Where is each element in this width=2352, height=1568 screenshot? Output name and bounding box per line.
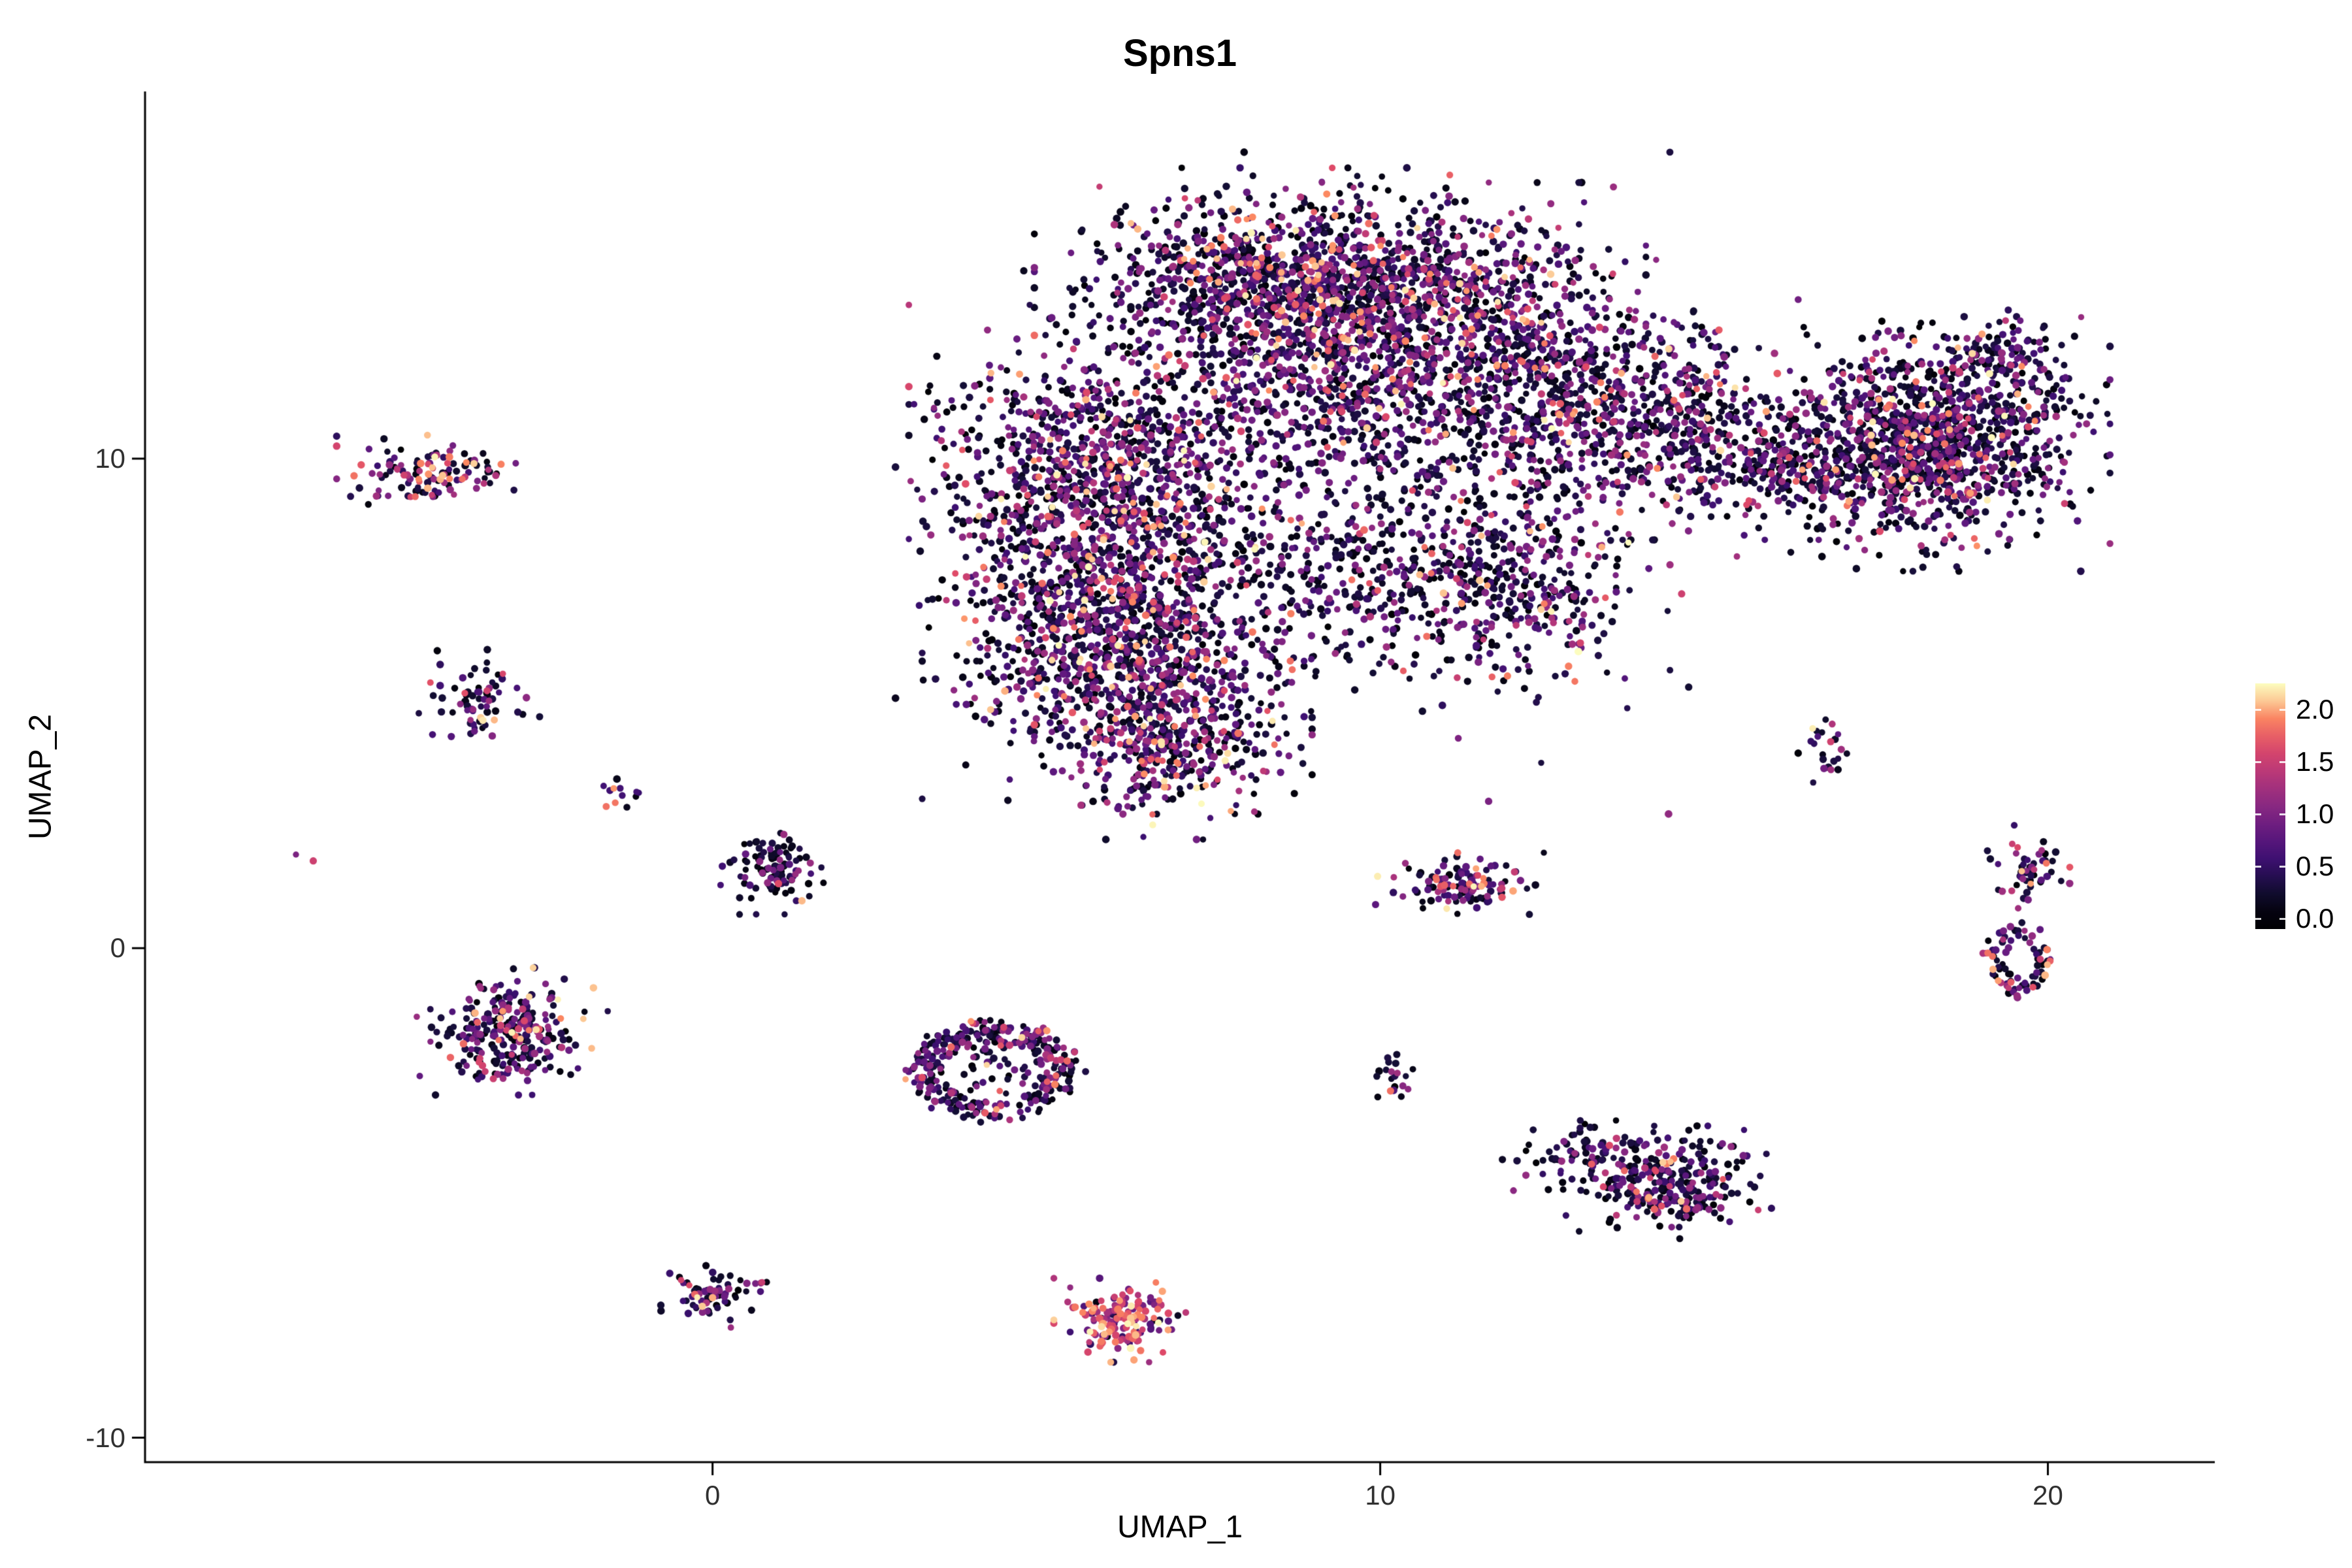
colorbar-tick-mark [2255, 865, 2261, 868]
plot-title: Spns1 [1122, 32, 1237, 74]
colorbar-tick-label: 0.5 [2296, 851, 2334, 881]
colorbar-tick-mark [2279, 708, 2285, 711]
colorbar-gradient [2255, 683, 2285, 929]
colorbar-tick-label: 1.0 [2296, 798, 2334, 829]
y-axis-label: UMAP_2 [23, 713, 58, 840]
colorbar-tick-mark [2255, 813, 2261, 815]
y-tick-label: 10 [95, 442, 125, 474]
colorbar-tick-mark [2279, 813, 2285, 815]
colorbar-legend: 2.0 1.5 1.0 0.5 0.0 [2255, 683, 2352, 934]
colorbar-tick-mark [2279, 917, 2285, 920]
x-tick-label: 20 [2033, 1480, 2063, 1511]
x-tick-label: 0 [704, 1480, 721, 1511]
y-tick-label: 0 [110, 932, 125, 964]
colorbar-tick-mark [2279, 865, 2285, 868]
colorbar-tick-mark [2255, 708, 2261, 711]
colorbar-tick-label: 0.0 [2296, 903, 2334, 934]
colorbar-tick-mark [2255, 917, 2261, 920]
y-tick-label: -10 [86, 1422, 125, 1453]
x-tick-label: 10 [1365, 1480, 1396, 1511]
x-axis-label: UMAP_1 [1117, 1510, 1243, 1544]
colorbar-tick-label: 2.0 [2296, 694, 2334, 725]
colorbar-tick-label: 1.5 [2296, 746, 2334, 777]
colorbar-tick-mark [2255, 760, 2261, 763]
colorbar-tick-mark [2279, 760, 2285, 763]
